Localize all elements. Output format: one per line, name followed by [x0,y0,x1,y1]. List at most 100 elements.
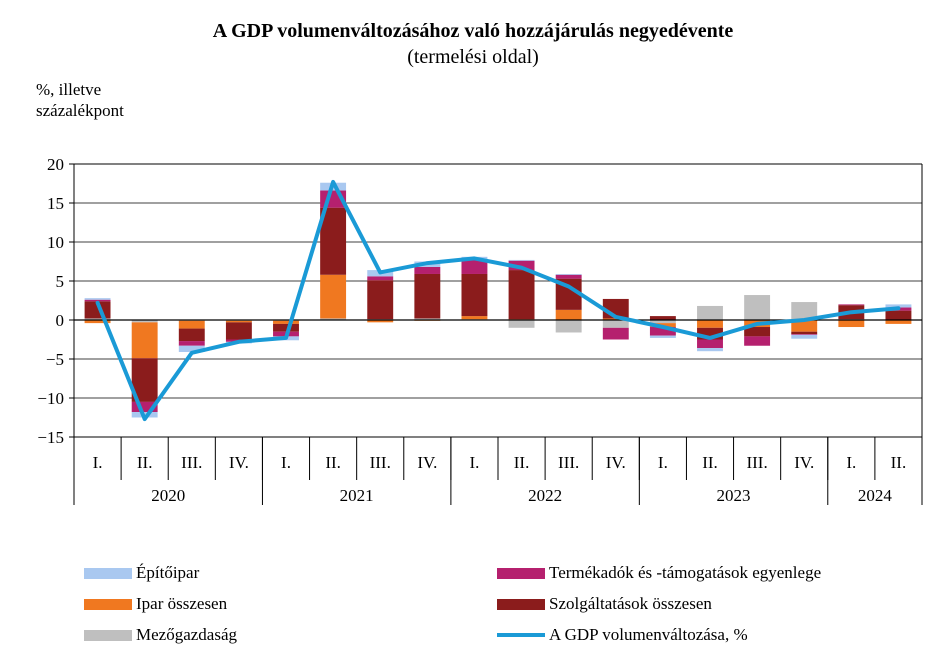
bar-segment [649,335,676,338]
year-label: 2022 [528,486,562,505]
x-tick-label: II. [702,453,718,472]
x-tick-label: IV. [229,453,249,472]
label-layer: −15 −10 −5 0 5 10 15 20 I. II. III. IV. I. II. III. IV.… [37,155,906,505]
bar-segment [791,320,818,332]
bar-segment [602,318,629,320]
bar-segment [602,327,629,340]
x-tick-label: I. [469,453,479,472]
bar-segment [744,327,771,337]
bar-segment [461,259,488,274]
bar-segment [697,339,723,349]
x-tick-label: III. [558,453,579,472]
bar-segment [414,273,441,319]
y-tick-label: −10 [37,389,64,408]
legend-swatch-szolgaltatasok [497,598,545,610]
bar-segment [838,320,865,328]
bar-segment [225,322,252,340]
legend-swatch-mezogazdasag [84,629,132,641]
bar-segment [508,259,535,261]
bar-segment [320,318,347,320]
legend-label: Ipar összesen [136,594,228,613]
line-layer [95,179,901,422]
y-tick-label: 5 [56,272,65,291]
bar-segment [131,322,158,359]
x-tick-label: I. [658,453,668,472]
year-label: 2024 [858,486,893,505]
gdp-line [95,179,901,422]
bar-segment [744,336,771,346]
legend-swatch-gdp-line [497,633,545,637]
x-tick-label: IV. [606,453,626,472]
bar-segment [178,328,205,342]
bar-segment [367,280,394,320]
legend-label: A GDP volumenváltozása, % [549,625,748,644]
year-label: 2023 [717,486,751,505]
bar-segment [84,298,111,300]
legend-swatch-ipar [84,598,132,610]
bar-segment [555,309,582,320]
bar-segment [697,305,723,320]
bar-segment [649,320,676,324]
bar-segment [838,304,865,306]
legend-swatch-termekadok [497,567,545,579]
y-tick-label: 10 [47,233,64,252]
bar-segment [84,318,111,320]
bar-segment [320,207,347,275]
legend-label: Termékadók és -támogatások egyenlege [549,563,822,582]
bar-segment [273,323,299,332]
bar-segment [555,274,582,279]
bar-segment [885,310,912,320]
bar-segment [791,334,818,335]
bar-segment [178,345,205,352]
y-axis-unit-label: %, illetve [36,80,102,99]
legend-item-termekadok: Termékadók és -támogatások egyenlege [497,563,821,583]
chart-subtitle: (termelési oldal) [407,46,539,68]
legend-item-epitoipar: Építőipar [84,563,199,583]
bar-segment [367,320,394,323]
bar-segment [697,327,723,340]
y-axis-unit-label-line2: százalékpont [36,101,124,120]
legend-label: Szolgáltatások összesen [549,594,712,613]
bar-segment [131,320,158,323]
x-tick-label: IV. [794,453,814,472]
bar-segment [461,273,488,317]
x-tick-label: II. [891,453,907,472]
x-tick-label: I. [281,453,291,472]
bar-segment [602,320,629,328]
x-tick-label: II. [514,453,530,472]
x-tick-label: III. [746,453,767,472]
bar-segment [508,270,535,320]
bar-segment [697,320,723,328]
x-tick-label: II. [325,453,341,472]
y-tick-label: 0 [56,311,65,330]
legend-item-ipar: Ipar összesen [84,594,227,614]
bar-segment [555,273,582,275]
bar-segment [320,274,347,319]
bar-segment [649,327,676,336]
bar-segment [461,316,488,320]
bar-segment [649,316,676,320]
legend-item-mezogazdasag: Mezőgazdaság [84,625,237,645]
bar-segment [367,276,394,281]
legend-swatch-epitoipar [84,567,132,579]
bar-segment [885,320,912,324]
bar-segment [791,331,818,335]
bar-segment [555,320,582,333]
bar-segment [508,320,535,328]
y-tick-label: −15 [37,428,64,447]
bar-segment [744,295,771,320]
bar-layer [84,182,912,418]
bar-segment [84,299,111,302]
x-tick-label: II. [137,453,153,472]
bar-segment [225,320,252,323]
y-tick-label: 15 [47,194,64,213]
y-tick-label: −5 [46,350,64,369]
year-label: 2021 [340,486,374,505]
bar-segment [178,341,205,346]
bar-segment [414,266,441,274]
x-tick-label: III. [181,453,202,472]
x-tick-label: I. [93,453,103,472]
bar-segment [697,348,723,352]
x-tick-label: III. [370,453,391,472]
